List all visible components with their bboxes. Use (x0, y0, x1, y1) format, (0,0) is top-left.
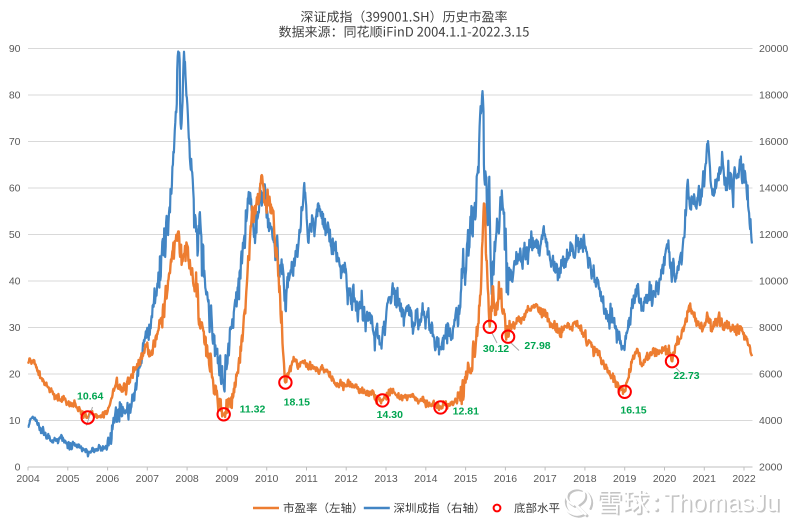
svg-text:30: 30 (9, 322, 21, 334)
svg-text:12.81: 12.81 (453, 406, 479, 418)
svg-text:2005: 2005 (56, 473, 80, 485)
svg-text:20: 20 (9, 369, 21, 381)
svg-text:2016: 2016 (494, 473, 518, 485)
svg-text:8000: 8000 (759, 322, 783, 334)
svg-text:2014: 2014 (414, 473, 438, 485)
svg-text:22.73: 22.73 (673, 370, 699, 382)
svg-text:2012: 2012 (335, 473, 359, 485)
svg-text:2018: 2018 (573, 473, 597, 485)
svg-text:2019: 2019 (613, 473, 637, 485)
svg-text:2015: 2015 (454, 473, 478, 485)
svg-text:10: 10 (9, 415, 21, 427)
svg-text:16000: 16000 (759, 136, 788, 148)
svg-text:2007: 2007 (136, 473, 160, 485)
svg-text:90: 90 (9, 43, 21, 55)
svg-text:20000: 20000 (759, 43, 788, 55)
svg-text:2021: 2021 (693, 473, 717, 485)
svg-text:2013: 2013 (374, 473, 398, 485)
svg-text:10.64: 10.64 (77, 391, 103, 403)
svg-text:14.30: 14.30 (377, 409, 403, 421)
svg-text:4000: 4000 (759, 415, 783, 427)
svg-text:0: 0 (15, 462, 21, 474)
svg-text:27.98: 27.98 (524, 340, 550, 352)
svg-text:2020: 2020 (653, 473, 677, 485)
svg-text:2004: 2004 (16, 473, 40, 485)
svg-text:2006: 2006 (96, 473, 120, 485)
svg-text:2010: 2010 (255, 473, 279, 485)
svg-text:80: 80 (9, 90, 21, 102)
svg-text:10000: 10000 (759, 276, 788, 288)
svg-text:ThomasJu: ThomasJu (665, 491, 782, 519)
svg-text:2009: 2009 (215, 473, 239, 485)
svg-text:40: 40 (9, 276, 21, 288)
svg-text:2008: 2008 (175, 473, 199, 485)
svg-text:60: 60 (9, 183, 21, 195)
svg-text:11.32: 11.32 (240, 404, 266, 416)
svg-text:14000: 14000 (759, 183, 788, 195)
svg-text:70: 70 (9, 136, 21, 148)
svg-text:30.12: 30.12 (483, 343, 509, 355)
svg-text:18.15: 18.15 (284, 397, 310, 409)
svg-text:ThomasJu: ThomasJu (663, 489, 780, 517)
svg-text:12000: 12000 (759, 229, 788, 241)
svg-text:16.15: 16.15 (620, 405, 646, 417)
svg-text:2011: 2011 (295, 473, 318, 485)
svg-text:2022: 2022 (732, 473, 756, 485)
svg-text:2017: 2017 (533, 473, 557, 485)
svg-text:50: 50 (9, 229, 21, 241)
svg-text:6000: 6000 (759, 369, 783, 381)
svg-text:2000: 2000 (759, 462, 783, 474)
svg-text:18000: 18000 (759, 90, 788, 102)
